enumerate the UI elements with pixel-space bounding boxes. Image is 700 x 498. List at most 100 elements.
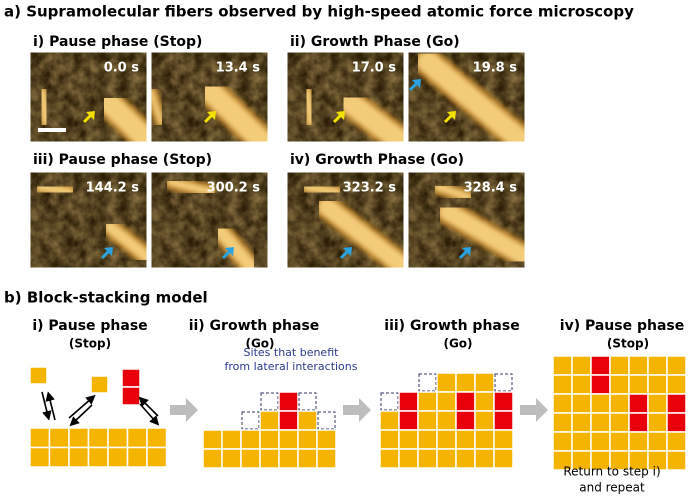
annotation: Sites that benefit xyxy=(244,346,340,359)
afm-content xyxy=(30,172,147,268)
block xyxy=(48,427,70,449)
block xyxy=(590,374,611,395)
block xyxy=(571,393,592,414)
block xyxy=(398,429,419,450)
block xyxy=(278,391,299,412)
timestamp: 17.0 s xyxy=(352,61,397,76)
arrowhead xyxy=(225,247,234,256)
afm-content xyxy=(408,52,525,142)
fiber xyxy=(200,81,268,142)
panel-label: i) Pause phase (Stop) xyxy=(33,34,202,50)
timestamp: 0.0 s xyxy=(104,61,140,76)
arrowhead xyxy=(104,247,113,256)
site-outline xyxy=(380,392,399,411)
block xyxy=(552,393,573,414)
fiber xyxy=(151,89,164,125)
block xyxy=(628,355,649,376)
block xyxy=(259,410,280,431)
block xyxy=(278,429,299,450)
block xyxy=(666,374,687,395)
block xyxy=(455,391,476,412)
block xyxy=(29,366,48,385)
image-border xyxy=(286,51,405,143)
timestamp: 300.2 s xyxy=(207,181,261,196)
arrowhead xyxy=(412,79,421,88)
site-outline xyxy=(260,392,279,411)
site-outline xyxy=(298,392,317,411)
stage-label: i) Pause phase xyxy=(32,318,147,334)
site-outline xyxy=(317,411,336,430)
block xyxy=(493,391,514,412)
image-border xyxy=(286,171,405,269)
block xyxy=(297,410,318,431)
equilibrium-arrow xyxy=(45,391,56,421)
block xyxy=(379,429,400,450)
block xyxy=(121,386,141,406)
block xyxy=(87,427,109,449)
block xyxy=(68,427,90,449)
equilibrium-arrow xyxy=(68,394,96,419)
block xyxy=(240,448,261,469)
block xyxy=(90,375,109,394)
block xyxy=(628,374,649,395)
block xyxy=(146,427,168,449)
image-border xyxy=(407,51,526,143)
block xyxy=(87,446,109,468)
block xyxy=(647,412,668,433)
block xyxy=(552,374,573,395)
block xyxy=(590,431,611,452)
fiber xyxy=(214,225,258,268)
image-border xyxy=(150,171,269,269)
fiber xyxy=(439,203,525,266)
block xyxy=(221,448,242,469)
image-border xyxy=(407,171,526,269)
block xyxy=(609,393,630,414)
block xyxy=(609,412,630,433)
block xyxy=(107,446,129,468)
block xyxy=(590,412,611,433)
block xyxy=(666,393,687,414)
afm-image: 328.4 s xyxy=(407,171,526,269)
block xyxy=(628,431,649,452)
afm-content xyxy=(30,52,147,142)
block xyxy=(571,355,592,376)
timestamp: 13.4 s xyxy=(216,61,261,76)
equilibrium-arrow xyxy=(41,391,52,421)
block xyxy=(552,412,573,433)
section-b-title: b) Block-stacking model xyxy=(4,289,208,307)
block xyxy=(474,391,495,412)
block xyxy=(121,368,141,388)
site-outline xyxy=(494,373,513,392)
block xyxy=(647,374,668,395)
block xyxy=(666,412,687,433)
block xyxy=(202,429,223,450)
block xyxy=(436,448,457,469)
block xyxy=(628,393,649,414)
fiber xyxy=(318,198,404,268)
block xyxy=(455,429,476,450)
panel-label: iii) Pause phase (Stop) xyxy=(33,152,212,168)
block xyxy=(647,431,668,452)
block xyxy=(590,393,611,414)
fiber xyxy=(417,52,525,142)
block xyxy=(474,410,495,431)
fiber xyxy=(104,221,147,263)
timestamp: 19.8 s xyxy=(473,61,518,76)
block xyxy=(436,429,457,450)
block xyxy=(436,391,457,412)
block xyxy=(240,429,261,450)
block xyxy=(552,355,573,376)
block xyxy=(666,355,687,376)
block xyxy=(609,431,630,452)
block xyxy=(647,393,668,414)
block xyxy=(455,448,476,469)
arrowhead xyxy=(343,247,352,256)
block xyxy=(436,410,457,431)
step-arrow xyxy=(520,398,548,422)
stage-label: iii) Growth phase xyxy=(384,318,519,334)
afm-content xyxy=(287,172,404,268)
stage-sub: (Go) xyxy=(443,337,472,351)
afm-image: 300.2 s xyxy=(150,171,269,269)
block xyxy=(493,410,514,431)
